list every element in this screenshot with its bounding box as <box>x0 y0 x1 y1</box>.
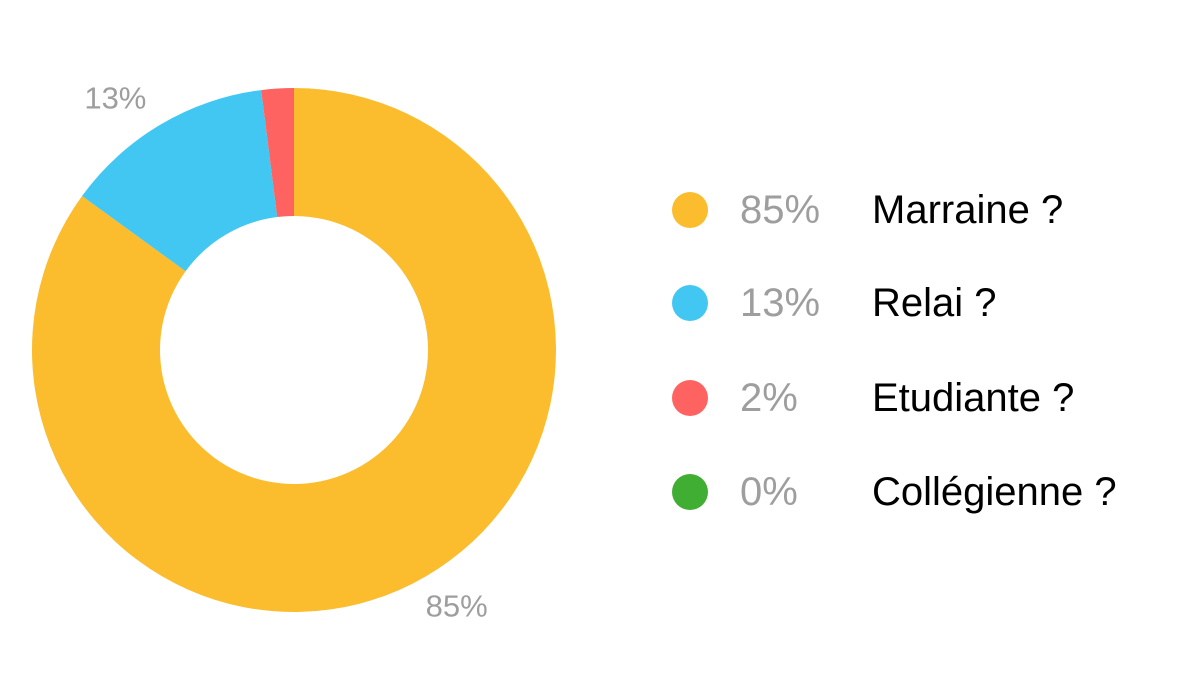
legend-value: 13% <box>740 280 821 325</box>
donut-slice-1[interactable] <box>82 90 278 272</box>
legend-label: Marraine ? <box>872 187 1064 232</box>
legend-swatch <box>672 474 708 510</box>
legend-item-etudiante[interactable]: 2% Etudiante ? <box>672 368 1074 428</box>
donut-slice-0[interactable] <box>31 88 556 612</box>
legend-value: 0% <box>740 469 798 514</box>
donut-chart: 85% 13% <box>31 81 556 624</box>
legend-swatch <box>672 192 708 228</box>
legend-label: Collégienne ? <box>872 469 1117 514</box>
legend-swatch <box>672 285 708 321</box>
legend-value: 85% <box>740 187 821 232</box>
chart-legend: 85% Marraine ? 13% Relai ? 2% Etudiante … <box>672 0 1200 690</box>
legend-item-relai[interactable]: 13% Relai ? <box>672 273 997 333</box>
legend-item-marraine[interactable]: 85% Marraine ? <box>672 180 1063 240</box>
legend-label: Etudiante ? <box>872 375 1075 420</box>
legend-swatch <box>672 380 708 416</box>
slice-label-0: 85% <box>426 589 488 624</box>
legend-item-collegienne[interactable]: 0% Collégienne ? <box>672 462 1117 522</box>
legend-label: Relai ? <box>872 280 997 325</box>
slice-label-1: 13% <box>84 81 146 116</box>
legend-value: 2% <box>740 375 798 420</box>
donut-slice-2[interactable] <box>261 88 294 218</box>
